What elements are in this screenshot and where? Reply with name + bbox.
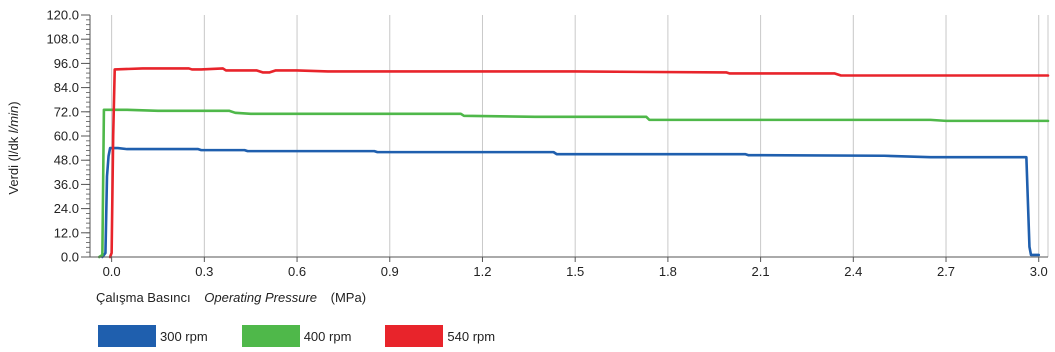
legend-item-540: 540 rpm <box>385 325 495 347</box>
y-tick-label: 12.0 <box>54 225 79 240</box>
series-line-540-rpm <box>108 67 1050 259</box>
x-tick-label: 2.7 <box>937 264 955 279</box>
grid-lines <box>111 15 1049 257</box>
legend-item-300: 300 rpm <box>98 325 208 347</box>
y-tick-label: 108.0 <box>46 32 79 47</box>
legend-label-300: 300 rpm <box>160 328 208 344</box>
y-tick-label: 120.0 <box>46 8 79 23</box>
series-layer <box>97 67 1050 259</box>
y-tick-label: 72.0 <box>54 104 79 119</box>
x-tick-label: 1.5 <box>566 264 584 279</box>
x-axis-label-unit: (MPa) <box>330 290 367 305</box>
x-tick-label: 1.8 <box>659 264 677 279</box>
legend: 300 rpm 400 rpm 540 rpm <box>98 325 529 347</box>
legend-label-400: 400 rpm <box>303 328 352 344</box>
y-tick-label: 48.0 <box>54 153 79 168</box>
x-tick-label: 0.0 <box>103 264 121 279</box>
x-tick-label: 0.9 <box>381 264 399 279</box>
y-tick-label: 84.0 <box>54 80 79 95</box>
x-tick-label: 0.3 <box>195 264 213 279</box>
y-tick-label: 60.0 <box>54 129 79 144</box>
x-tick-label: 2.1 <box>752 264 770 279</box>
y-tick-label: 24.0 <box>54 201 79 216</box>
y-tick-label: 96.0 <box>54 56 79 71</box>
x-tick-label: 1.2 <box>473 264 491 279</box>
x-tick-label: 0.6 <box>288 264 306 279</box>
legend-swatch-300 <box>98 325 156 347</box>
x-axis-label-en: Operating Pressure <box>204 290 318 305</box>
legend-swatch-540 <box>385 325 444 347</box>
y-axis-label: Verdi (l/dk l/min) <box>6 101 21 194</box>
axes: 0.0 0.3 0.6 0.9 1.2 1.5 1.8 2.1 2.4 2.7 3.0 0.0 12.0… <box>46 8 1048 279</box>
y-tick-label: 36.0 <box>54 177 79 192</box>
series-line-400-rpm <box>97 108 1050 259</box>
legend-label-540: 540 rpm <box>447 328 496 344</box>
x-tick-label: 2.4 <box>844 264 862 279</box>
legend-item-400: 400 rpm <box>241 325 352 347</box>
x-tick-label: 3.0 <box>1030 264 1048 279</box>
series-line-300-rpm <box>101 146 1041 259</box>
legend-swatch-400 <box>241 325 300 347</box>
chart-svg: 0.0 0.3 0.6 0.9 1.2 1.5 1.8 2.1 2.4 2.7 3.0 0.0 12.0… <box>6 8 1050 279</box>
x-axis-label-tr: Çalışma Basıncı <box>96 290 191 305</box>
x-axis-label: Çalışma Basıncı Operating Pressure (MPa) <box>96 290 376 305</box>
y-tick-label: 0.0 <box>61 250 79 265</box>
